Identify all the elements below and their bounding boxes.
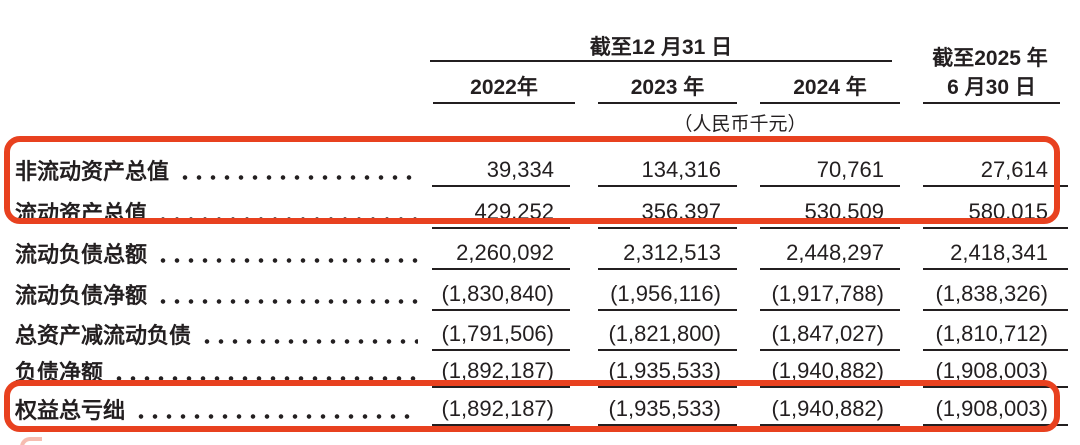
value-cell: (1,956,116)	[598, 279, 737, 311]
value-cell: (1,908,003)	[923, 356, 1068, 388]
dot-leader	[156, 258, 418, 263]
column-header-2025-jun30: 6 月30 日	[923, 74, 1060, 104]
row-label-cell: 权益总亏绌	[15, 394, 432, 426]
dot-leader	[200, 339, 418, 344]
value-cell: (1,830,840)	[432, 279, 570, 311]
table-row-net-liabilities: 负债净额 (1,892,187) (1,935,533) (1,940,882)…	[15, 356, 1068, 388]
table-row-current-assets: 流动资产总值 429,252 356,397 530,509 580,015	[15, 197, 1068, 229]
value-cell: 70,761	[760, 155, 900, 187]
value-cell: (1,847,027)	[760, 319, 900, 351]
value-cell: (1,810,712)	[923, 319, 1068, 351]
column-header-2024: 2024 年	[760, 74, 900, 104]
row-label-cell: 总资产减流动负债	[15, 319, 432, 351]
row-label-cell: 非流动资产总值	[15, 155, 432, 187]
row-label: 流动负债总额	[15, 242, 148, 267]
value-cell: 2,260,092	[432, 238, 570, 270]
table-row-total-equity-deficit: 权益总亏绌 (1,892,187) (1,935,533) (1,940,882…	[15, 394, 1068, 426]
table-row-total-assets-less-current-liabilities: 总资产减流动负债 (1,791,506) (1,821,800) (1,847,…	[15, 319, 1068, 351]
row-label: 负债净额	[15, 360, 104, 385]
value-cell: 530,509	[760, 197, 900, 229]
table-row-current-liabilities-total: 流动负债总额 2,260,092 2,312,513 2,448,297 2,4…	[15, 238, 1068, 270]
value-cell: (1,935,533)	[598, 394, 737, 426]
value-cell: 580,015	[923, 197, 1068, 229]
currency-unit-note: （人民币千元）	[673, 114, 807, 135]
value-cell: 429,252	[432, 197, 570, 229]
period-group-title: 截至12 月31 日	[589, 36, 733, 59]
period-group-rule	[430, 60, 892, 62]
row-label: 非流动资产总值	[15, 159, 170, 184]
value-cell: 27,614	[923, 155, 1068, 187]
value-cell: (1,791,506)	[432, 319, 570, 351]
row-label-cell: 负债净额	[15, 356, 432, 388]
table-row-net-current-liabilities: 流动负债净额 (1,830,840) (1,956,116) (1,917,78…	[15, 279, 1068, 311]
value-cell: 356,397	[598, 197, 737, 229]
value-cell: 2,312,513	[598, 238, 737, 270]
value-cell: 2,418,341	[923, 238, 1068, 270]
cropped-highlight-corner	[20, 437, 42, 445]
value-cell: (1,940,882)	[760, 356, 900, 388]
value-cell: (1,892,187)	[432, 394, 570, 426]
value-cell: (1,908,003)	[923, 394, 1068, 426]
row-label: 总资产减流动负债	[15, 323, 192, 348]
column-header-2023: 2023 年	[598, 74, 737, 104]
row-label: 流动负债净额	[15, 283, 148, 308]
dot-leader	[112, 376, 418, 381]
dot-leader	[156, 299, 418, 304]
value-cell: 134,316	[598, 155, 737, 187]
dot-leader	[156, 217, 418, 222]
row-label: 权益总亏绌	[15, 398, 126, 423]
dot-leader	[178, 175, 418, 180]
value-cell: (1,917,788)	[760, 279, 900, 311]
value-cell: (1,935,533)	[598, 356, 737, 388]
value-cell: (1,838,326)	[923, 279, 1068, 311]
value-cell: (1,940,882)	[760, 394, 900, 426]
row-label-cell: 流动资产总值	[15, 197, 432, 229]
value-cell: (1,892,187)	[432, 356, 570, 388]
value-cell: 2,448,297	[760, 238, 900, 270]
row-label-cell: 流动负债净额	[15, 279, 432, 311]
row-label-cell: 流动负债总额	[15, 238, 432, 270]
value-cell: 39,334	[432, 155, 570, 187]
period-right-title: 截至2025 年	[932, 47, 1048, 70]
column-header-2022: 2022年	[433, 74, 575, 104]
value-cell: (1,821,800)	[598, 319, 737, 351]
table-row-noncurrent-assets: 非流动资产总值 39,334 134,316 70,761 27,614	[15, 155, 1068, 187]
row-label: 流动资产总值	[15, 201, 148, 226]
dot-leader	[134, 414, 418, 419]
